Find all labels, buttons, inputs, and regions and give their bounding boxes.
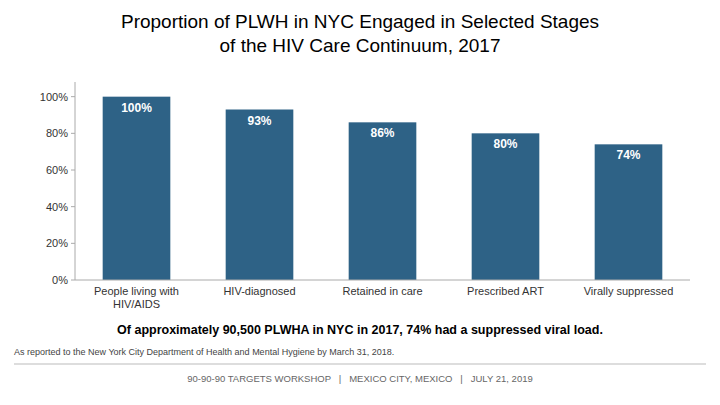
y-tick-label: 0% xyxy=(52,274,68,286)
y-tick-label: 100% xyxy=(40,91,68,103)
bars xyxy=(103,97,663,280)
bar xyxy=(349,122,417,280)
title-line: Proportion of PLWH in NYC Engaged in Sel… xyxy=(121,11,599,32)
title: Proportion of PLWH in NYC Engaged in Sel… xyxy=(121,11,599,56)
footnote: As reported to the New York City Departm… xyxy=(14,347,394,357)
x-tick-label: Retained in care xyxy=(342,285,422,297)
x-tick-label-line: Virally suppressed xyxy=(584,285,674,297)
y-tick xyxy=(71,280,75,281)
x-tick-label-line: Retained in care xyxy=(342,285,422,297)
x-tick-label-line: HIV-diagnosed xyxy=(223,285,295,297)
background xyxy=(0,0,720,405)
x-axis-line xyxy=(75,280,690,281)
bar xyxy=(103,97,171,280)
y-tick xyxy=(71,96,75,97)
y-tick-label: 60% xyxy=(46,164,68,176)
y-axis-line xyxy=(75,82,76,280)
data-label: 74% xyxy=(616,148,640,162)
x-tick-label-line: Prescribed ART xyxy=(467,285,544,297)
x-tick-label: Virally suppressed xyxy=(584,285,674,297)
separator xyxy=(14,364,706,365)
annotation: Of approximately 90,500 PLWHA in NYC in … xyxy=(117,323,603,337)
bar xyxy=(226,110,294,281)
y-tick-label: 20% xyxy=(46,237,68,249)
y-tick xyxy=(71,133,75,134)
x-tick-label: Prescribed ART xyxy=(467,285,544,297)
title-line: of the HIV Care Continuum, 2017 xyxy=(220,35,501,56)
y-tick xyxy=(71,243,75,244)
data-label: 93% xyxy=(247,114,271,128)
x-tick-label: HIV-diagnosed xyxy=(223,285,295,297)
chart: Proportion of PLWH in NYC Engaged in Sel… xyxy=(0,0,720,405)
y-tick-label: 80% xyxy=(46,127,68,139)
y-tick xyxy=(71,206,75,207)
data-label: 80% xyxy=(493,137,517,151)
y-tick xyxy=(71,170,75,171)
x-tick-label-line: People living with xyxy=(94,285,179,297)
bar xyxy=(472,133,540,280)
y-tick-label: 40% xyxy=(46,201,68,213)
x-tick-label: People living withHIV/AIDS xyxy=(94,285,179,310)
bar xyxy=(595,144,663,280)
data-label: 100% xyxy=(121,101,152,115)
data-label: 86% xyxy=(370,126,394,140)
footer: 90-90-90 TARGETS WORKSHOP | MEXICO CITY,… xyxy=(187,373,532,384)
x-tick-label-line: HIV/AIDS xyxy=(113,298,160,310)
